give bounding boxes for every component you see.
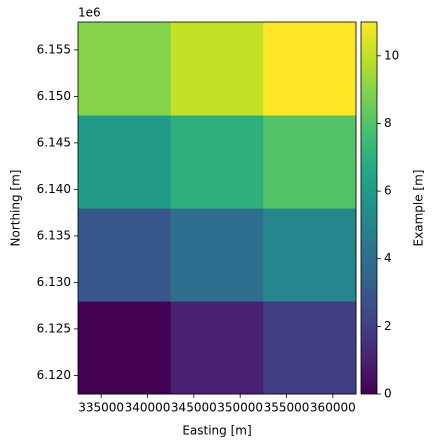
y-tick-label: 6.145 (37, 135, 71, 149)
cell (170, 208, 264, 302)
cell (263, 301, 357, 395)
colorbar-tick-label: 10 (384, 48, 399, 62)
y-tick-label: 6.140 (37, 182, 71, 196)
colorbar-tick-label: 4 (384, 251, 392, 265)
cell (78, 115, 172, 209)
offset-label: 1e6 (78, 6, 101, 20)
plot-frame (77, 21, 357, 395)
x-axis-label: Easting [m] (182, 424, 251, 438)
cell (170, 115, 264, 209)
y-tick-label: 6.155 (37, 42, 71, 56)
cell (263, 22, 357, 116)
y-tick-label: 6.150 (37, 89, 71, 103)
colorbar-tick-label: 8 (384, 116, 392, 130)
cell (78, 301, 172, 395)
cell (263, 208, 357, 302)
colorbar (361, 22, 377, 394)
colorbar-label: Example [m] (412, 170, 426, 247)
y-tick-label: 6.125 (37, 321, 71, 335)
x-tick-label: 340000 (125, 401, 171, 415)
cell (78, 22, 172, 116)
cell (170, 22, 264, 116)
x-tick-label: 360000 (310, 401, 356, 415)
cell (170, 301, 264, 395)
x-tick-label: 345000 (171, 401, 217, 415)
y-tick-label: 6.120 (37, 368, 71, 382)
x-tick-label: 355000 (264, 401, 310, 415)
colorbar-frame (360, 21, 378, 395)
colorbar-tick-label: 0 (384, 387, 392, 401)
cell (263, 115, 357, 209)
x-tick-label: 335000 (78, 401, 124, 415)
y-tick-label: 6.135 (37, 228, 71, 242)
colorbar-tick-label: 6 (384, 184, 392, 198)
x-tick-label: 350000 (217, 401, 263, 415)
cell (78, 208, 172, 302)
y-axis-label: Northing [m] (9, 170, 23, 247)
colorbar-tick-label: 2 (384, 319, 392, 333)
y-tick-label: 6.130 (37, 275, 71, 289)
